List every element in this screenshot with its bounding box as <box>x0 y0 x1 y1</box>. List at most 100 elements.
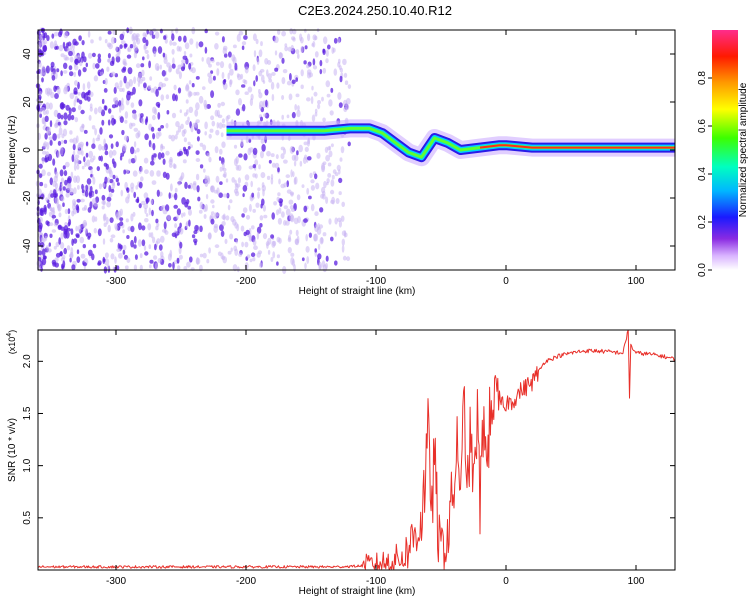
spectrogram-noise-dot <box>154 243 157 251</box>
spectrogram-noise-dot <box>99 127 103 135</box>
spectrogram-noise-dot <box>220 132 224 138</box>
spectrogram-noise-dot <box>338 58 341 64</box>
spectrogram-noise-dot <box>97 228 102 237</box>
spectrogram-noise-dot <box>334 231 337 237</box>
spectrogram-noise-dot <box>133 244 137 249</box>
spectrogram-noise-dot <box>62 165 66 170</box>
spectrogram-noise-dot <box>174 192 178 201</box>
spectrogram-noise-dot <box>301 257 305 262</box>
spectrogram-noise-dot <box>339 75 343 83</box>
spectrogram-noise-dot <box>92 137 95 145</box>
spectrogram-noise-dot <box>41 248 46 257</box>
spectrogram-noise-dot <box>207 72 213 78</box>
spectrogram-noise-dot <box>206 57 211 65</box>
snr-y-multiplier: (x104) <box>6 330 17 354</box>
spectrogram-noise-dot <box>107 264 110 270</box>
spectrogram-noise-dot <box>244 241 249 248</box>
spectrogram-noise-dot <box>60 177 65 184</box>
spectrogram-noise-dot <box>97 57 102 64</box>
spectrogram-noise-dot <box>87 249 93 256</box>
spectrogram-noise-dot <box>57 140 62 146</box>
spectrogram-noise-dot <box>195 76 200 80</box>
spectrogram-noise-dot <box>133 51 137 59</box>
spectrogram-noise-dot <box>188 219 191 227</box>
spectrogram-noise-dot <box>43 183 48 189</box>
spectrogram-noise-dot <box>167 214 171 221</box>
spectrogram-noise-dot <box>286 114 290 119</box>
spectrogram-noise-dot <box>289 145 295 154</box>
spectrogram-noise-dot <box>268 78 273 83</box>
spectrogram-noise-dot <box>286 189 292 194</box>
spectrogram-noise-dot <box>211 120 216 127</box>
spectrogram-noise-dot <box>177 35 182 42</box>
spectrogram-noise-dot <box>330 189 335 195</box>
spectrogram-noise-dot <box>145 197 150 203</box>
spectrogram-noise-dot <box>277 167 280 173</box>
spectrogram-noise-dot <box>252 239 257 246</box>
spectrogram-noise-dot <box>111 104 117 109</box>
spectrogram-noise-dot <box>153 255 158 260</box>
spectrogram-noise-dot <box>68 50 73 57</box>
spectrogram-noise-dot <box>266 175 271 180</box>
spectrogram-noise-dot <box>134 155 137 162</box>
spectrogram-noise-dot <box>135 198 140 203</box>
spectrogram-noise-dot <box>216 68 220 76</box>
spectrogram-noise-dot <box>255 75 258 82</box>
spectrogram-noise-dot <box>193 238 198 244</box>
spectrogram-noise-dot <box>126 92 131 101</box>
spectrogram-noise-dot <box>57 133 61 139</box>
spectrogram-noise-dot <box>217 114 223 119</box>
spectrogram-noise-dot <box>67 176 72 184</box>
spectrogram-noise-dot <box>133 127 139 132</box>
spectrogram-noise-dot <box>55 241 60 248</box>
spectrogram-noise-dot <box>132 109 137 115</box>
spectrogram-noise-dot <box>62 128 68 137</box>
spectrogram-noise-dot <box>304 146 309 152</box>
spectrogram-noise-dot <box>58 212 62 218</box>
spectrogram-noise-dot <box>222 79 226 85</box>
spectrogram-noise-dot <box>176 257 180 264</box>
spectrogram-noise-dot <box>215 175 220 183</box>
spectrogram-noise-dot <box>73 238 78 244</box>
spectrogram-noise-dot <box>80 109 85 115</box>
spectrogram-noise-dot <box>214 43 219 50</box>
spectrogram-noise-dot <box>227 250 232 255</box>
spectrogram-noise-dot <box>161 152 165 159</box>
spectrogram-noise-dot <box>252 64 256 72</box>
spectrogram-noise-dot <box>283 148 286 155</box>
spectrogram-noise-dot <box>114 256 117 264</box>
spectrogram-noise-dot <box>287 247 292 254</box>
spectrogram-noise-dot <box>156 222 160 227</box>
spectrogram-noise-dot <box>274 36 279 44</box>
spectrogram-noise-dot <box>62 70 68 74</box>
spectrogram-noise-dot <box>133 113 138 121</box>
spectrogram-noise-dot <box>262 80 266 84</box>
spectrogram-noise-dot <box>276 82 280 89</box>
spectrogram-noise-dot <box>109 170 113 178</box>
spectrogram-noise-dot <box>185 99 189 104</box>
spectrogram-noise-dot <box>272 251 276 259</box>
spectrogram-noise-dot <box>343 72 348 78</box>
spectrogram-noise-dot <box>334 217 338 225</box>
spectrogram-noise-dot <box>221 123 226 128</box>
spectrogram-noise-dot <box>122 58 127 66</box>
spectrogram-noise-dot <box>49 206 52 211</box>
spectrogram-noise-dot <box>111 158 115 165</box>
spectrogram-noise-dot <box>160 235 165 243</box>
spectrogram-noise-dot <box>89 106 93 112</box>
spectrogram-noise-dot <box>259 223 263 228</box>
spectrogram-noise-dot <box>295 49 300 55</box>
spectrogram-noise-dot <box>179 222 182 228</box>
spectrogram-noise-dot <box>83 204 88 211</box>
spectrogram-noise-dot <box>227 204 231 211</box>
spectrogram-noise-dot <box>199 201 204 210</box>
spectrogram-noise-dot <box>112 174 116 180</box>
spectrogram-noise-dot <box>257 187 261 192</box>
spectrogram-noise-dot <box>125 81 131 90</box>
spectrogram-noise-dot <box>76 98 80 103</box>
spectrogram-noise-dot <box>267 249 271 255</box>
spectrogram-noise-dot <box>344 232 348 238</box>
spectrogram-noise-dot <box>322 67 327 74</box>
spectrogram-noise-dot <box>115 141 119 148</box>
spectrogram-noise-dot <box>218 192 223 198</box>
